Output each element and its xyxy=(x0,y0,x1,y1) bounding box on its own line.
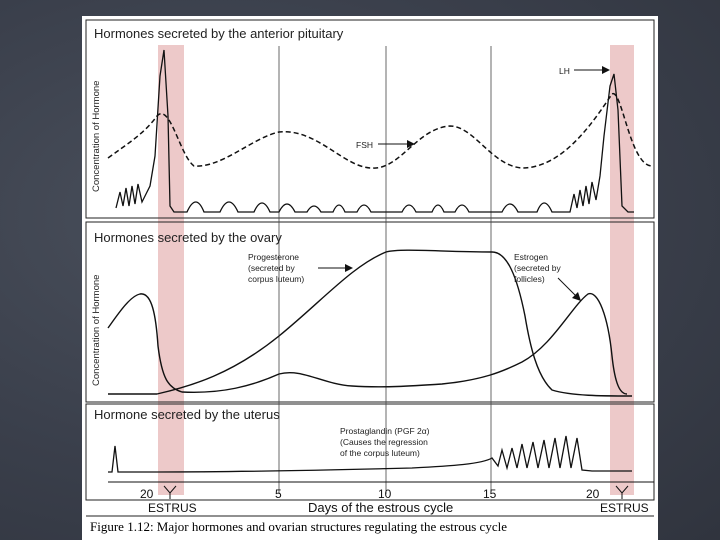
prostaglandin-label: Prostaglandin (PGF 2α) xyxy=(340,426,430,436)
figure-caption: Figure 1.12: Major hormones and ovarian … xyxy=(90,519,507,534)
estrous-cycle-figure: Hormones secreted by the anterior pituit… xyxy=(82,16,658,540)
ovary-y-axis-label: Concentration of Hormone xyxy=(91,275,102,386)
estrus-band-right xyxy=(610,45,634,495)
fsh-arrowhead xyxy=(407,140,415,148)
estrus-marker-left xyxy=(163,485,177,499)
estrus-label-left: ESTRUS xyxy=(148,501,197,515)
tick-label-15: 15 xyxy=(483,487,497,501)
uterus-panel-title: Hormone secreted by the uterus xyxy=(94,407,280,422)
figure-diagram: Hormones secreted by the anterior pituit… xyxy=(85,19,655,534)
panel-frame-uterus xyxy=(85,403,655,501)
ovary-panel-title: Hormones secreted by the ovary xyxy=(94,230,282,245)
lh-arrowhead xyxy=(602,66,610,74)
progesterone-curve xyxy=(108,249,633,397)
estrus-marker-right xyxy=(615,485,629,499)
progesterone-arrowhead xyxy=(345,264,353,272)
lh-label: LH xyxy=(559,66,570,76)
panel-frame-ovary xyxy=(85,221,655,403)
tick-label-10: 10 xyxy=(378,487,392,501)
progesterone-label: Progesterone xyxy=(248,252,299,262)
prostaglandin-label-line2: (Causes the regression xyxy=(340,437,428,447)
panel-frame-pituitary xyxy=(85,19,655,219)
prostaglandin-curve xyxy=(108,435,632,473)
estrogen-curve xyxy=(107,293,628,395)
estrogen-label-line2: (secreted by xyxy=(514,263,562,273)
tick-label-20-right: 20 xyxy=(586,487,600,501)
progesterone-label-line2: (secreted by xyxy=(248,263,296,273)
fsh-label: FSH xyxy=(356,140,373,150)
prostaglandin-label-line3: of the corpus luteum) xyxy=(340,448,420,458)
progesterone-label-line3: corpus luteum) xyxy=(248,274,304,284)
estrogen-label-line3: follicles) xyxy=(514,274,545,284)
pituitary-y-axis-label: Concentration of Hormone xyxy=(91,81,102,192)
estrogen-label: Estrogen xyxy=(514,252,548,262)
estrus-label-right: ESTRUS xyxy=(600,501,649,515)
estrus-band-left xyxy=(158,45,184,495)
x-axis-label: Days of the estrous cycle xyxy=(308,500,453,515)
pituitary-panel-title: Hormones secreted by the anterior pituit… xyxy=(94,26,344,41)
estrogen-arrow xyxy=(557,277,577,297)
fsh-curve xyxy=(107,93,653,169)
estrogen-arrowhead xyxy=(572,292,581,301)
lh-curve xyxy=(115,49,634,213)
tick-label-20-left: 20 xyxy=(140,487,154,501)
tick-label-5: 5 xyxy=(275,487,282,501)
